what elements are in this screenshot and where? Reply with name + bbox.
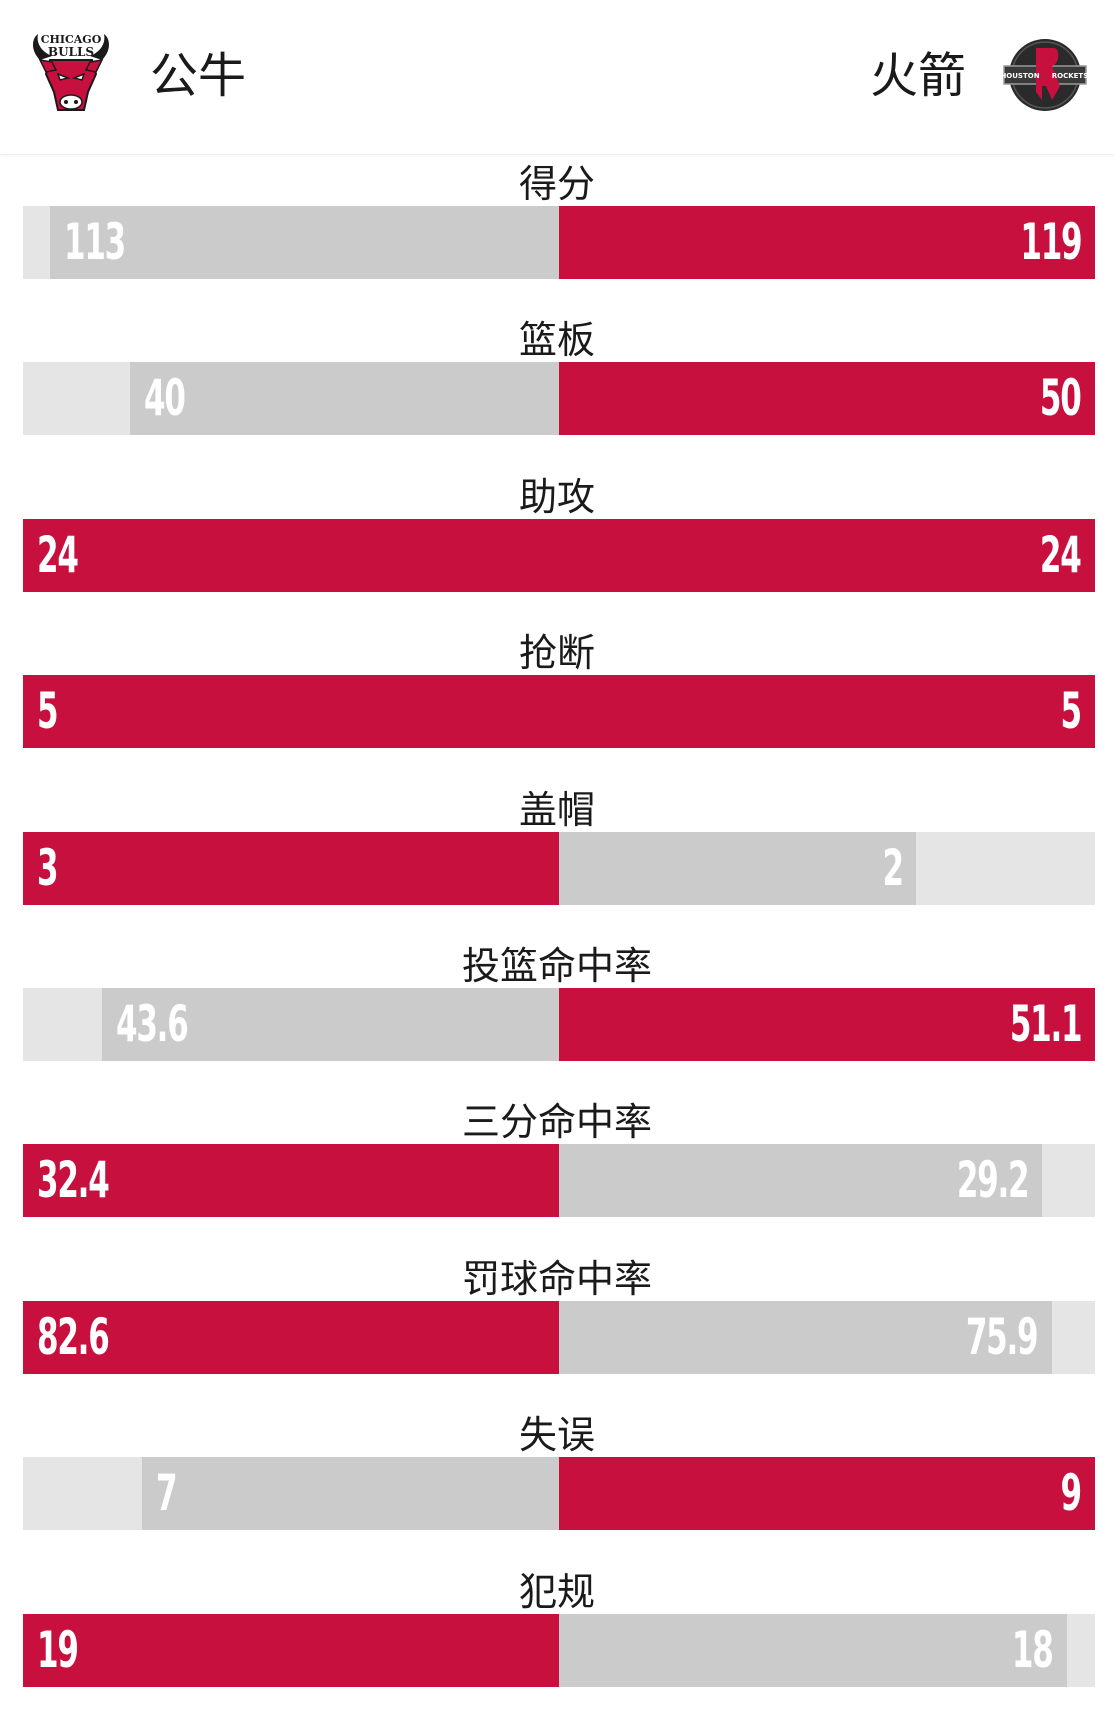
home-stat-bar [23,1613,559,1687]
stat-row[interactable]: 得分 113 119 [0,154,1114,310]
away-stat-value: 2 [882,838,904,897]
stat-row[interactable]: 盖帽 3 2 [0,780,1114,936]
away-stat-bar [559,362,1095,436]
stat-label: 抢断 [518,631,595,676]
home-team-name[interactable]: 公牛 [150,48,247,104]
home-stat-value: 113 [64,213,126,271]
rockets-logo-text-right: ROCKETS [1052,72,1089,80]
home-stat-bar [23,831,559,905]
rockets-logo-text-left: HOUSTON [1000,72,1039,80]
stat-bar-track: 43.6 51.1 [23,988,1095,1061]
stat-label: 罚球命中率 [461,1256,652,1301]
stat-row[interactable]: 篮板 40 50 [0,310,1114,466]
home-stat-value: 40 [144,369,186,428]
stat-label: 投篮命中率 [461,944,652,988]
stat-row[interactable]: 罚球命中率 82.6 75.9 [0,1249,1114,1405]
away-stat-bar [559,1457,1095,1531]
bulls-logo-text-top: CHICAGO [41,33,102,46]
stat-row[interactable]: 助攻 24 24 [0,467,1114,623]
away-stat-value: 50 [1040,369,1082,428]
home-stat-bar [23,518,559,592]
away-stat-value: 24 [1040,525,1082,584]
away-stat-bar [559,1300,1052,1374]
home-stat-value: 24 [37,525,79,584]
stat-row[interactable]: 犯规 19 18 [0,1562,1114,1718]
home-stat-bar [23,675,559,749]
home-stat-bar [50,206,559,279]
stat-bar-track: 113 119 [23,206,1095,279]
stat-label: 盖帽 [518,787,595,832]
home-stat-bar [101,988,559,1061]
away-stat-value: 29.2 [956,1151,1030,1210]
home-stat-value: 32.4 [37,1151,110,1210]
stat-label: 失误 [518,1413,595,1458]
home-stat-bar [142,1457,559,1531]
away-stat-value: 51.1 [1009,995,1082,1053]
stat-label: 助攻 [518,474,595,519]
stat-label: 篮板 [518,318,595,363]
stat-label: 三分命中率 [461,1100,652,1145]
away-stat-bar [559,988,1095,1061]
home-stat-value: 82.6 [37,1307,110,1366]
stat-bar-track: 82.6 75.9 [23,1300,1095,1374]
away-stat-value: 9 [1060,1464,1083,1523]
away-stat-value: 5 [1060,682,1083,741]
away-stat-bar [559,831,917,905]
away-stat-bar [559,675,1095,749]
away-stat-value: 75.9 [965,1307,1039,1366]
home-stat-bar [130,362,559,436]
stat-label: 犯规 [518,1569,595,1614]
stat-bar-track: 19 18 [23,1613,1095,1687]
bulls-logo-text-bottom: BULLS [48,45,94,59]
away-stat-value: 18 [1012,1620,1054,1679]
home-stat-bar [23,1300,559,1374]
away-stat-bar [559,518,1095,592]
stat-bar-track: 40 50 [23,362,1095,436]
away-stat-bar [559,1144,1043,1218]
stat-row[interactable]: 三分命中率 32.4 29.2 [0,1092,1114,1248]
away-stat-value: 119 [1020,213,1082,271]
home-stat-value: 5 [37,682,59,741]
stat-bar-track: 32.4 29.2 [23,1144,1095,1218]
bulls-logo-icon[interactable]: CHICAGO BULLS [26,30,116,120]
away-team-name[interactable]: 火箭 [869,48,966,104]
home-stat-bar [23,1144,559,1218]
home-stat-value: 7 [156,1464,178,1523]
away-stat-bar [559,206,1095,279]
stat-label: 得分 [518,162,595,206]
stat-row[interactable]: 失误 7 9 [0,1405,1114,1561]
home-stat-value: 3 [37,838,59,897]
stat-row[interactable]: 投篮命中率 43.6 51.1 [0,936,1114,1092]
stat-row[interactable]: 抢断 5 5 [0,623,1114,779]
team-header: CHICAGO BULLS 公牛 火箭 HOUSTON ROCKETS [0,0,1114,155]
stat-bar-track: 24 24 [23,518,1095,592]
home-stat-value: 19 [37,1620,79,1679]
rockets-logo-icon[interactable]: HOUSTON ROCKETS [1000,30,1090,120]
away-stat-bar [559,1613,1067,1687]
home-stat-value: 43.6 [115,995,189,1053]
